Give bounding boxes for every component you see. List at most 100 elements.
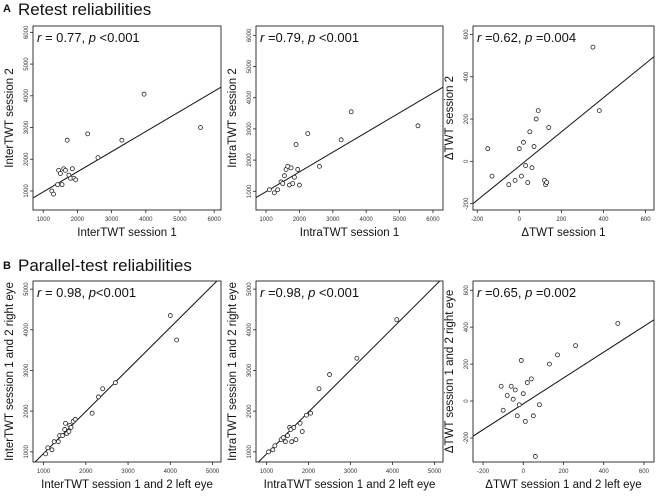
x-tick-label: 3000: [105, 217, 119, 223]
data-point: [489, 173, 495, 179]
y-tick-label: 0: [464, 159, 470, 163]
data-point: [51, 191, 56, 197]
data-point: [280, 435, 286, 440]
stats-annotation: r =0.79, p <0.001: [260, 30, 359, 45]
data-point: [266, 187, 272, 193]
plot-frame: [472, 25, 655, 211]
data-point: [519, 173, 524, 179]
x-tick-label: 600: [639, 469, 650, 475]
data-point: [119, 137, 125, 143]
data-point: [533, 116, 539, 122]
x-tick-label: -200: [477, 469, 490, 475]
x-tick-label: 2000: [293, 217, 307, 223]
data-point: [498, 383, 504, 389]
x-axis-label: ΔTWT session 1 and 2 left eye: [485, 479, 641, 491]
data-point: [96, 394, 101, 400]
stats-r-value: = 0.77,: [41, 30, 88, 45]
y-tick-label: 5000: [247, 59, 253, 73]
y-tick-label: 2000: [247, 404, 253, 418]
scatter-panel-intertwt-retest: 1000 2000 3000 4000 5000 6000 1000 2000 3000 4000…: [4, 25, 221, 239]
stats-p-label: p: [307, 285, 315, 300]
data-point: [305, 131, 311, 136]
stats-p-value: <0.001: [96, 285, 136, 300]
data-point: [59, 182, 65, 188]
y-tick-label: -200: [464, 431, 470, 444]
x-tick-label: 0: [518, 217, 522, 223]
plot-frame: [255, 280, 444, 463]
data-point: [415, 123, 421, 129]
y-tick-label: 5000: [24, 282, 30, 296]
y-tick-label: 4000: [24, 322, 30, 336]
stats-r-value: =0.62,: [481, 30, 525, 45]
stats-p-label: p: [524, 30, 532, 45]
data-point: [299, 429, 305, 434]
data-point: [512, 387, 518, 393]
data-point: [555, 352, 560, 358]
data-point: [95, 155, 101, 161]
data-point: [272, 443, 278, 449]
stats-p-label: p: [88, 285, 96, 300]
data-point: [546, 125, 552, 130]
stats-annotation: r =0.62, p =0.004: [477, 30, 576, 45]
x-tick-label: 200: [558, 469, 569, 475]
data-point: [522, 418, 528, 424]
data-point: [508, 383, 514, 389]
data-point: [354, 355, 360, 361]
x-tick-label: 2000: [71, 217, 85, 223]
regression-line: [473, 56, 654, 205]
plot-frame: [472, 280, 655, 463]
y-tick-label: 200: [464, 358, 470, 369]
scatter-panel-intratwt-retest: 1000 2000 3000 4000 5000 6000 1000 2000 3000 4000…: [227, 25, 444, 239]
x-tick-label: 4000: [164, 469, 178, 475]
stats-r-value: =0.79,: [264, 30, 308, 45]
data-point: [514, 413, 520, 419]
data-point: [524, 380, 530, 385]
x-tick-label: 0: [522, 469, 526, 475]
data-point: [68, 425, 74, 430]
y-tick-label: 4000: [247, 322, 253, 336]
stats-r-value: =0.98,: [264, 285, 308, 300]
regression-line: [473, 319, 654, 437]
data-point: [72, 416, 78, 422]
data-point: [500, 407, 506, 413]
data-point: [327, 372, 332, 377]
data-point: [615, 321, 621, 326]
y-tick-label: 3000: [24, 363, 30, 377]
y-tick-label: 1000: [24, 445, 30, 459]
x-axis-label: IntraTWT session 1: [300, 227, 400, 239]
data-point: [523, 163, 529, 168]
stats-r-label: r: [260, 285, 265, 300]
x-tick-label: 5000: [173, 217, 187, 223]
data-point: [55, 182, 61, 188]
x-tick-label: 400: [598, 217, 609, 223]
data-point: [73, 177, 79, 183]
x-tick-label: 4000: [360, 217, 374, 223]
x-tick-label: 5000: [428, 469, 442, 475]
data-point: [304, 412, 309, 418]
regression-line: [256, 86, 443, 198]
x-tick-label: 1000: [37, 469, 51, 475]
regression-line: [33, 86, 221, 199]
data-point: [174, 337, 180, 343]
data-point: [266, 449, 272, 455]
data-point: [510, 396, 516, 402]
y-tick-label: 3000: [247, 122, 253, 136]
data-point: [198, 125, 203, 130]
y-tick-label: 3000: [24, 120, 30, 134]
data-point: [100, 386, 106, 392]
y-axis-label: IntraTWT session 1 and 2 right eye: [227, 282, 239, 461]
data-point: [348, 109, 354, 115]
stats-p-value: <0.001: [315, 30, 359, 45]
data-point: [521, 139, 526, 145]
data-point: [527, 129, 533, 135]
data-point: [69, 166, 75, 172]
scatter-panel-intratwt-parallel: 1000 2000 3000 4000 5000 1000 2000 3000 4000 5000…: [227, 280, 444, 491]
stats-p-value: =0.002: [532, 285, 576, 300]
y-tick-label: 3000: [247, 363, 253, 377]
y-tick-label: 1000: [24, 184, 30, 198]
data-point: [285, 433, 290, 438]
data-point: [485, 146, 491, 152]
x-tick-label: 1000: [260, 469, 274, 475]
y-tick-label: 2000: [24, 404, 30, 418]
x-tick-label: 5000: [206, 469, 220, 475]
